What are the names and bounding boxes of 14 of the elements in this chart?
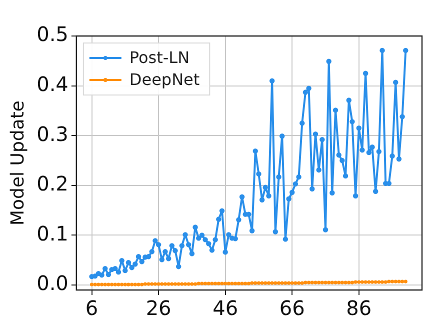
x-tick-label: 6 — [85, 296, 98, 320]
y-tick-label: 0.1 — [36, 221, 68, 246]
y-axis-title: Model Update — [7, 100, 28, 226]
legend-label: Post-LN — [129, 48, 190, 68]
x-tick-label: 26 — [146, 296, 172, 320]
y-tick-label: 0.5 — [36, 22, 68, 46]
x-tick-label: 66 — [279, 296, 305, 320]
y-tick-label: 0.2 — [36, 172, 68, 196]
y-tick-label: 0.4 — [36, 72, 68, 96]
y-tick-label: 0.0 — [36, 271, 68, 296]
x-tick-label: 46 — [212, 296, 238, 320]
legend-label: DeepNet — [129, 70, 200, 90]
x-tick-label: 86 — [346, 296, 372, 320]
y-tick-label: 0.3 — [36, 122, 68, 146]
